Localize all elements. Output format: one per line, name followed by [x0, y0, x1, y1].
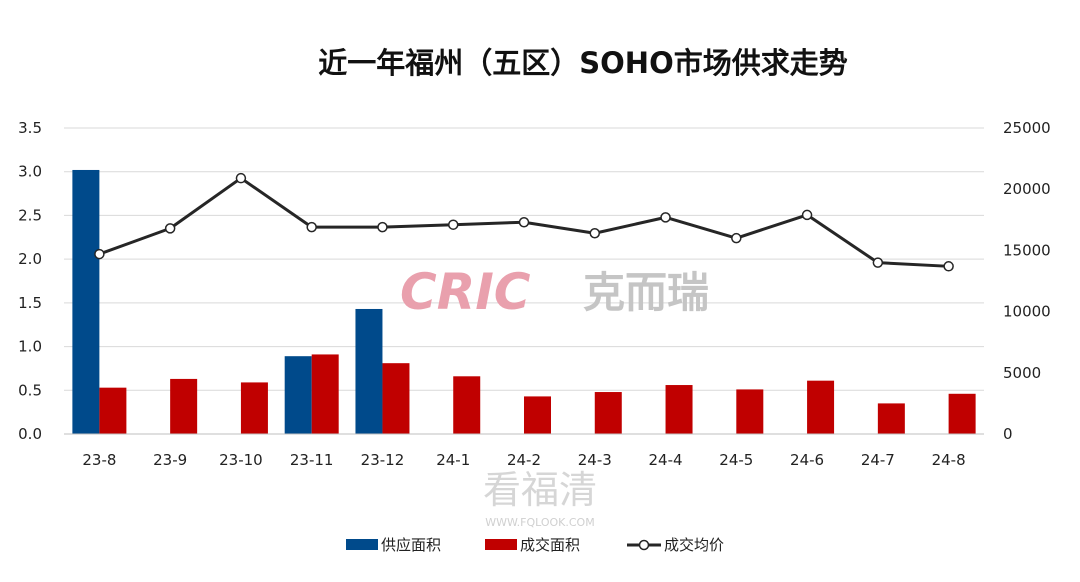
deal-bar: [877, 403, 905, 434]
legend-label-price: 成交均价: [664, 536, 724, 554]
deal-bar: [524, 396, 551, 434]
x-tick-label: 24-2: [507, 451, 541, 469]
y-right-tick-label: 0: [1003, 425, 1013, 443]
deal-bar: [170, 378, 198, 434]
x-tick-label: 24-6: [790, 451, 824, 469]
x-tick-label: 24-1: [436, 451, 470, 469]
y-right-tick-label: 20000: [1003, 180, 1051, 198]
y-right-tick-label: 10000: [1003, 303, 1051, 321]
y-left-tick-label: 0.0: [18, 425, 42, 443]
y-left-tick-label: 1.0: [18, 338, 42, 356]
legend-marker-price: [638, 539, 650, 551]
x-tick-label: 23-9: [153, 451, 187, 469]
supply-bar: [355, 308, 383, 434]
cric-logo-cjk: 克而瑞: [583, 268, 709, 317]
bars-layer: [72, 169, 976, 435]
x-tick-label: 24-5: [719, 451, 753, 469]
deal-bar: [382, 363, 410, 434]
site-watermark: 看福清: [483, 468, 597, 512]
deal-bar: [948, 393, 976, 434]
price-point: [589, 228, 601, 239]
y-left-tick-label: 3.5: [18, 119, 42, 137]
deal-bar: [99, 387, 127, 434]
deal-bar: [240, 382, 268, 434]
cric-logo: CRIC: [400, 263, 531, 321]
y-left-tick-label: 2.0: [18, 250, 42, 268]
price-point: [731, 232, 742, 244]
line-layer: [94, 172, 954, 272]
x-tick-label: 24-7: [861, 451, 895, 469]
deal-bar: [594, 392, 622, 434]
axis-layer: 0.0 0.5 1.0 1.5 2.0 2.5 3.0 3.5 0 5000 10000 15000 2…: [18, 119, 1051, 469]
y-left-tick-label: 0.5: [18, 381, 42, 399]
legend-label-deal: 成交面积: [520, 536, 580, 554]
price-point: [164, 223, 176, 234]
y-right-tick-label: 5000: [1003, 364, 1041, 382]
supply-bar: [72, 169, 100, 435]
y-right-tick-label: 15000: [1003, 241, 1051, 259]
x-tick-label: 24-3: [578, 451, 612, 469]
price-point: [660, 212, 671, 223]
y-left-tick-label: 1.5: [18, 294, 42, 312]
x-tick-label: 24-4: [649, 451, 683, 469]
price-point: [94, 248, 105, 260]
price-point: [235, 172, 247, 184]
deal-bar: [807, 380, 835, 434]
price-point: [801, 209, 813, 221]
price-point: [447, 219, 459, 230]
chart-title: 近一年福州（五区）SOHO市场供求走势: [318, 46, 847, 80]
y-right-tick-label: 25000: [1003, 119, 1051, 137]
legend-swatch-supply: [346, 539, 378, 550]
x-tick-label: 23-8: [82, 451, 116, 469]
deal-bar: [311, 354, 339, 434]
price-point: [518, 216, 530, 228]
site-watermark-url: WWW.FQLOOK.COM: [485, 516, 594, 529]
x-tick-label: 23-10: [219, 451, 263, 469]
price-point: [377, 221, 388, 233]
legend: 供应面积 成交面积 成交均价: [346, 536, 724, 554]
legend-label-supply: 供应面积: [381, 536, 441, 554]
price-point: [872, 257, 884, 268]
deal-bar: [736, 389, 764, 434]
price-point: [306, 221, 317, 233]
deal-bar: [453, 376, 481, 434]
y-left-tick-label: 3.0: [18, 163, 42, 181]
x-tick-label: 23-11: [290, 451, 334, 469]
supply-bar: [284, 356, 312, 434]
watermark-layer: CRIC 克而瑞 看福清 WWW.FQLOOK.COM: [400, 263, 709, 529]
x-tick-label: 23-12: [361, 451, 405, 469]
y-left-tick-label: 2.5: [18, 206, 42, 224]
price-point: [943, 261, 954, 272]
x-tick-label: 24-8: [932, 451, 966, 469]
grid-layer: [64, 127, 984, 391]
deal-bar: [665, 385, 693, 434]
legend-swatch-deal: [485, 539, 517, 550]
